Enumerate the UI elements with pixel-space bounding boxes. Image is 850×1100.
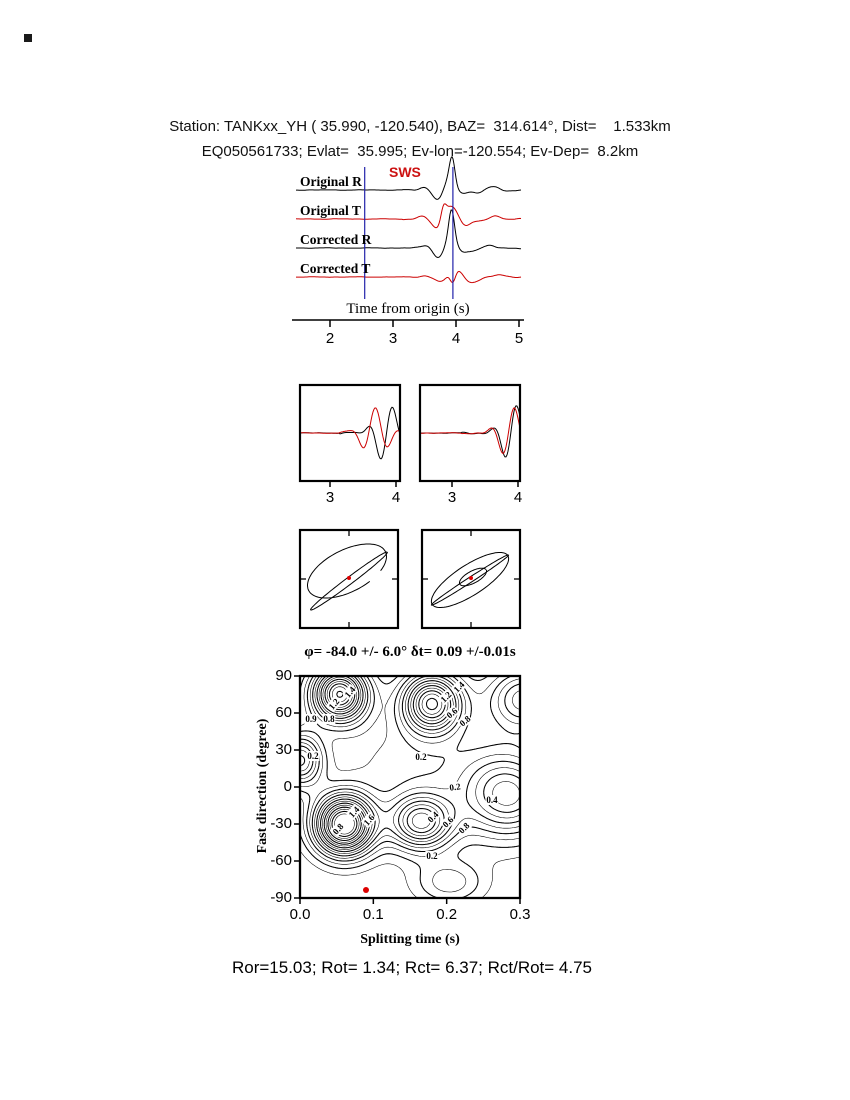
footer-statistics: Ror=15.03; Rot= 1.34; Rct= 6.37; Rct/Rot…	[231, 958, 593, 977]
particle-start-dot	[347, 576, 351, 580]
particle-motion-curve	[430, 554, 510, 606]
trace-waveform-3	[296, 270, 522, 284]
contour-level-0.1	[299, 850, 521, 899]
trace-label-original-r: Original R	[300, 174, 362, 189]
contour-level-1.4	[327, 683, 439, 842]
contour-level-1.1	[322, 677, 449, 847]
particle-start-dot	[469, 576, 473, 580]
trace-waveform-0	[296, 155, 522, 200]
header-station-line: Station: TANKxx_YH ( 35.990, -120.540), …	[169, 118, 671, 135]
trace-waveform-1	[295, 203, 522, 229]
window-waveform-0-1	[300, 407, 400, 449]
particle-motion-curve	[459, 567, 487, 587]
contour-level-0.2	[299, 675, 521, 899]
particle-motion-curve	[310, 551, 388, 611]
contour-level-1.7	[334, 813, 355, 835]
window-waveform-1-1	[420, 407, 520, 455]
header-event-line: EQ050561733; Evlat= 35.995; Ev-lon=-120.…	[201, 143, 639, 160]
particle-motion-curve	[307, 543, 388, 599]
contour-y-axis-label: Fast direction (degree)	[255, 718, 270, 854]
contour-level-1.5	[329, 686, 360, 839]
trace-label-corrected-t: Corrected T	[300, 261, 371, 276]
trace-label-original-t: Original T	[300, 203, 361, 218]
time-axis-title: Time from origin (s)	[346, 301, 470, 317]
splitting-result-title: φ= -84.0 +/- 6.0° δt= 0.09 +/-0.01s	[304, 644, 516, 660]
window-panel-box-0	[298, 383, 402, 483]
trace-waveform-2	[296, 209, 522, 259]
contour-x-axis-label: Splitting time (s)	[360, 932, 460, 947]
window-panel-box-1	[418, 383, 522, 483]
best-solution-dot	[363, 887, 369, 893]
corner-mark	[24, 34, 32, 42]
sws-annotation: SWS	[389, 164, 421, 180]
contour-level-1.3	[325, 681, 443, 843]
trace-label-corrected-r: Corrected R	[300, 232, 372, 247]
